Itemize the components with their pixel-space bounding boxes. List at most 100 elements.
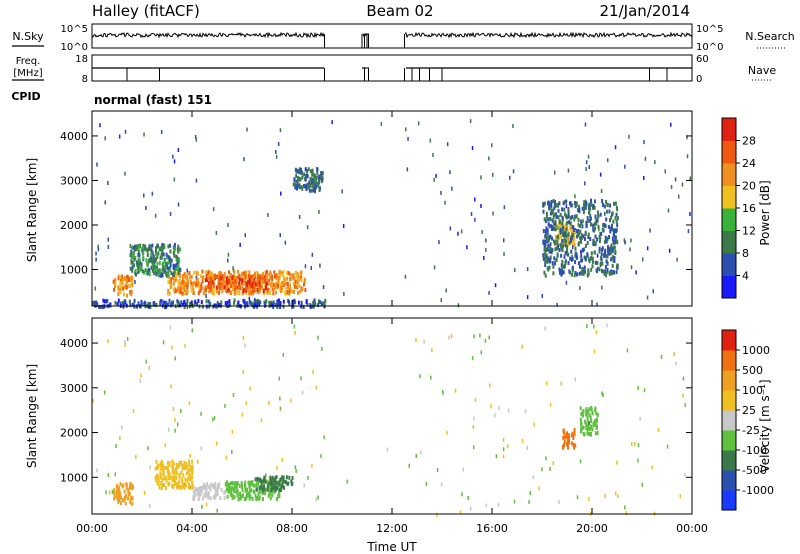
echo-cell [544, 219, 547, 224]
echo-cell [264, 301, 267, 306]
echo-cell [258, 490, 261, 494]
echo-cell [125, 285, 128, 289]
echo-cell [233, 287, 236, 292]
echo-cell [272, 478, 275, 483]
echo-cell [562, 430, 565, 435]
echo-cell [258, 283, 261, 287]
echo-cell [249, 480, 252, 485]
echo-cell [319, 176, 322, 181]
echo-cell [607, 251, 610, 255]
echo-cell [565, 234, 568, 239]
echo-cell [134, 268, 137, 273]
echo-cell [183, 460, 186, 465]
echo-cell [133, 257, 136, 262]
echo-cell [489, 383, 491, 388]
echo-cell [295, 179, 298, 184]
echo-cell [181, 279, 184, 284]
echo-cell [600, 189, 603, 194]
echo-cell [247, 480, 250, 485]
echo-cell [590, 431, 592, 436]
echo-cell [211, 289, 214, 294]
echo-cell [576, 255, 579, 260]
echo-cell [480, 350, 482, 355]
echo-cell [208, 289, 211, 294]
echo-cell [579, 459, 582, 464]
echo-cell [553, 261, 556, 266]
y-tick-label: 1000 [60, 471, 88, 484]
echo-cell [289, 277, 292, 281]
echo-cell [183, 300, 186, 305]
echo-cell [314, 301, 317, 306]
echo-cell [159, 475, 162, 480]
echo-cell [133, 248, 136, 253]
echo-cell [266, 287, 269, 292]
echo-cell [607, 245, 609, 250]
echo-cell [271, 493, 274, 498]
echo-cell [307, 167, 310, 172]
echo-cell [300, 300, 303, 305]
echo-cell [116, 491, 119, 496]
echo-cell [121, 301, 124, 306]
echo-cell [210, 271, 213, 276]
echo-cell [149, 504, 151, 508]
echo-cell [558, 499, 560, 504]
echo-cell [284, 240, 287, 245]
echo-cell [481, 230, 483, 234]
echo-cell [251, 480, 254, 484]
echo-cell [252, 287, 255, 292]
echo-cell [181, 477, 184, 482]
echo-cell [113, 496, 116, 501]
echo-cell [124, 171, 126, 176]
echo-cell [600, 252, 603, 257]
echo-cell [547, 201, 549, 206]
y-tick-label: 3000 [60, 174, 88, 187]
echo-cell [483, 255, 485, 260]
echo-cell [585, 407, 588, 412]
echo-cell [561, 221, 564, 226]
echo-cell [150, 248, 153, 253]
echo-cell [245, 281, 248, 286]
echo-cell [587, 271, 590, 276]
echo-cell [246, 127, 248, 132]
echo-cell [212, 283, 215, 288]
echo-cell [124, 129, 127, 134]
echo-cell [604, 224, 607, 229]
echo-cell [573, 428, 576, 433]
echo-cell [192, 489, 195, 494]
echo-cell [200, 446, 202, 451]
echo-cell [581, 224, 584, 229]
echo-cell [195, 275, 198, 280]
echo-cell [583, 206, 585, 211]
echo-cell [606, 268, 609, 272]
echo-cell [600, 257, 603, 262]
echo-cell [268, 490, 271, 495]
echo-cell [189, 301, 192, 306]
echo-cell [275, 154, 278, 159]
echo-cell [258, 477, 261, 482]
echo-cell [181, 480, 184, 485]
echo-cell [567, 252, 570, 257]
echo-cell [637, 386, 639, 391]
echo-cell [154, 213, 157, 218]
echo-cell [228, 489, 231, 494]
echo-cell [569, 216, 572, 221]
echo-cell [271, 475, 274, 480]
echo-cell [116, 495, 119, 500]
echo-cell [227, 252, 230, 257]
echo-cell [220, 285, 223, 290]
echo-cell [262, 289, 265, 294]
nave-tick-top: 60 [696, 54, 709, 65]
echo-cell [209, 270, 212, 275]
echo-cell [588, 413, 591, 418]
echo-cell [624, 505, 626, 510]
echo-cell [236, 493, 239, 498]
echo-cell [595, 411, 598, 416]
echo-cell [180, 300, 183, 305]
echo-cell [578, 271, 581, 276]
echo-cell [248, 270, 251, 275]
echo-cell [250, 281, 253, 286]
echo-cell [167, 291, 170, 296]
freq-pulse [364, 67, 369, 82]
echo-cell [119, 278, 122, 283]
